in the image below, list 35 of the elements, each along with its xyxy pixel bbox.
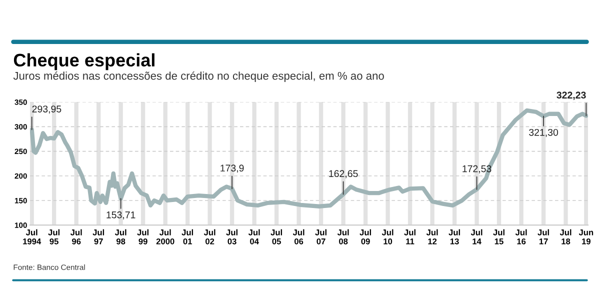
annotation: 153,71	[106, 211, 136, 220]
x-tick-label: Jul 13	[448, 229, 460, 244]
x-tick-label: Jun 19	[578, 230, 594, 244]
x-tick-label: Jul 98	[114, 229, 126, 244]
x-tick-label: Jul 17	[538, 229, 549, 244]
x-tick-label: Jul 01	[182, 229, 194, 244]
x-tick-label: Jul 09	[360, 229, 371, 244]
annotation: 321,30	[529, 128, 558, 137]
x-tick-label: Jul 08	[337, 229, 349, 244]
x-tick-label: Jul 95	[48, 229, 60, 244]
x-tick-label: Jul 97	[92, 229, 104, 244]
x-tick-label: Jul 99	[137, 229, 148, 244]
x-tick-label: Jul 06	[292, 229, 304, 244]
x-tick-label: Jul 05	[270, 229, 282, 244]
chart-title: Cheque especial	[14, 53, 154, 70]
x-tick-label: Jul 03	[226, 229, 238, 244]
x-tick-label: Jul 16	[515, 229, 527, 244]
annotation: 162,65	[329, 170, 358, 178]
x-tick-label: Jul 10	[382, 229, 394, 244]
annotation: 322,23	[556, 92, 586, 100]
annotation: 172,53	[462, 165, 492, 174]
x-tick-label: Jul 02	[204, 229, 216, 244]
x-tick-label: Jul 14	[470, 229, 482, 244]
annotation: 293,95	[32, 106, 62, 114]
x-tick-label: Jul 04	[248, 229, 260, 244]
x-tick-label: Jul 15	[493, 229, 504, 244]
chart-subtitle: Juros médios nas concessões de crédito no cheque especial, em % ao ano	[13, 71, 384, 82]
x-tick-label: Jul 1994	[23, 229, 42, 244]
x-tick-label: Jul 11	[404, 229, 416, 244]
x-tick-label: Jul 2000	[156, 229, 174, 244]
x-tick-label: Jul 07	[315, 229, 326, 244]
x-tick-label: Jul 12	[426, 229, 438, 244]
x-tick-label: Jul 96	[70, 229, 82, 244]
annotation: 173,9	[220, 164, 244, 173]
x-tick-label: Jul 18	[560, 229, 572, 244]
